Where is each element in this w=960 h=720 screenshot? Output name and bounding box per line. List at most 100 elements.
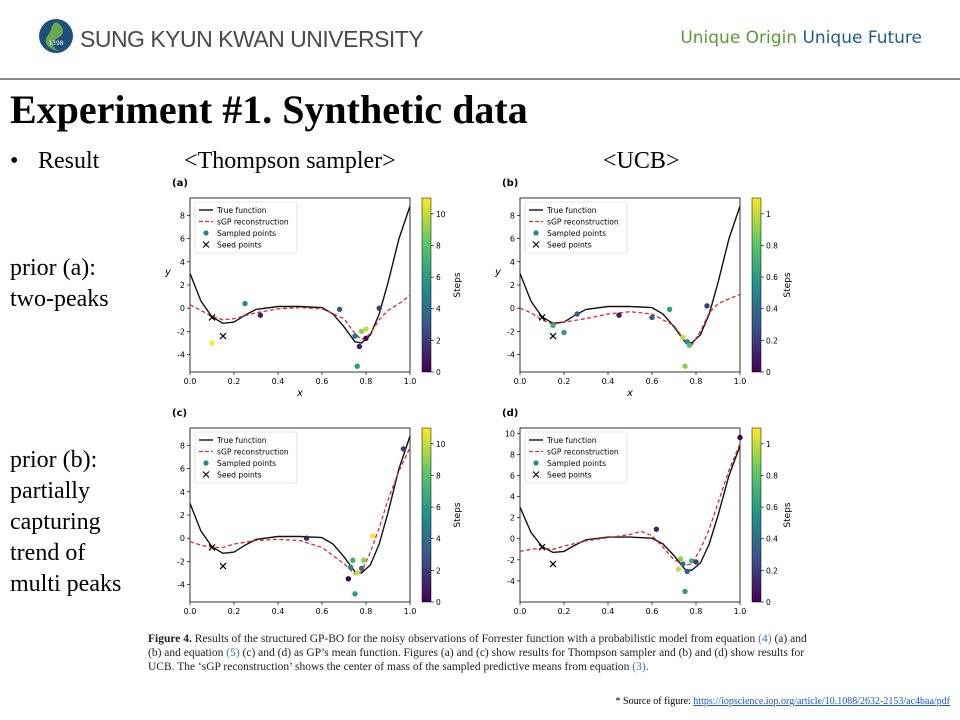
- university-name: SUNG KYUN KWAN UNIVERSITY: [80, 26, 424, 52]
- y-tick-label: 10: [505, 429, 515, 438]
- colorbar-tick-label: 4: [436, 535, 441, 544]
- sampled-point: [693, 559, 699, 565]
- colorbar-tick-label: 10: [436, 210, 446, 219]
- sampled-point: [616, 312, 622, 318]
- bullet-dot-icon: •: [10, 148, 19, 174]
- sampled-point: [257, 312, 264, 318]
- legend-entry: sGP reconstruction: [547, 448, 619, 457]
- equation-ref-link[interactable]: (3): [632, 661, 646, 673]
- x-tick-label: 0.0: [514, 607, 527, 616]
- true-function-line: [519, 445, 741, 572]
- sampled-point: [336, 306, 343, 313]
- equation-ref-link[interactable]: (4): [758, 633, 772, 645]
- y-tick-label: 8: [180, 211, 185, 220]
- row-label-line: prior (b):: [10, 447, 98, 473]
- sampled-point: [561, 329, 567, 336]
- chart-panel-c: (c) 0.0 0.2 0.4 0.6 0.8 1.0 -4 -2 0 2 4 6 8 True funct…: [160, 402, 490, 632]
- sampled-point: [361, 557, 367, 563]
- slogan: Unique Origin Unique Future: [680, 28, 922, 48]
- sampled-point: [209, 340, 215, 346]
- sampled-point: [352, 333, 358, 339]
- sampled-point: [677, 556, 684, 562]
- x-tick-label: 0.4: [272, 607, 285, 616]
- panel-label: (d): [502, 408, 518, 419]
- y-axis-label: y: [164, 267, 172, 278]
- sampled-point: [686, 342, 693, 349]
- legend-swatch-seed: [532, 471, 540, 478]
- legend-entry: True function: [546, 206, 597, 215]
- seed-point-stroke: [538, 543, 546, 551]
- seed-point: [538, 543, 546, 551]
- x-tick-label: 0.8: [690, 377, 703, 386]
- chart-b: (b) 0.0 0.2 0.4 0.6 0.8 1.0 -4 -2 0 2 4 6 8 x y True fun…: [494, 178, 793, 399]
- sampled-point: [675, 566, 682, 573]
- figure-source: * Source of figure: https://iopscience.i…: [616, 696, 950, 707]
- y-tick-label: 4: [180, 488, 185, 497]
- row-label-prior-b: prior (b): partially capturing trend of …: [10, 445, 121, 600]
- seed-point-stroke: [549, 560, 557, 568]
- legend-entry: Seed points: [547, 471, 592, 480]
- y-tick-label: -4: [177, 351, 185, 360]
- colorbar-tick-label: 0: [766, 598, 771, 607]
- legend-entry: Sampled points: [217, 459, 276, 468]
- sampled-point: [358, 565, 365, 572]
- x-tick-label: 0.6: [646, 607, 659, 616]
- legend-swatch-sampled: [533, 230, 539, 236]
- row-label-line: trend of: [10, 540, 86, 566]
- sampled-point: [350, 557, 356, 563]
- y-tick-label: -2: [177, 327, 185, 336]
- legend-entry: sGP reconstruction: [547, 218, 619, 227]
- legend-entry: Sampled points: [547, 459, 606, 468]
- seed-point: [219, 562, 227, 570]
- x-tick-label: 0.2: [558, 607, 571, 616]
- y-tick-label: 4: [180, 258, 185, 267]
- colorbar-tick-label: 0.2: [766, 566, 778, 575]
- row-label-prior-a: prior (a): two-peaks: [10, 253, 109, 315]
- x-tick-label: 0.8: [360, 607, 373, 616]
- x-tick-label: 0.6: [316, 377, 329, 386]
- seed-point: [538, 314, 546, 321]
- sgp-reconstruction-line: [519, 293, 741, 347]
- y-tick-label: 6: [180, 235, 185, 244]
- y-tick-label: 4: [510, 493, 515, 502]
- sampled-point: [347, 564, 354, 570]
- x-tick-label: 0.4: [602, 607, 615, 616]
- colorbar-tick-label: 1: [766, 210, 771, 219]
- seed-point: [219, 332, 227, 340]
- legend-entry: Seed points: [217, 241, 262, 250]
- y-tick-label: -2: [507, 327, 515, 336]
- sampled-point: [574, 311, 580, 317]
- source-link[interactable]: https://iopscience.iop.org/article/10.10…: [693, 696, 950, 707]
- colorbar-tick-label: 0.8: [766, 471, 778, 480]
- x-tick-label: 0.2: [228, 607, 241, 616]
- y-tick-label: 0: [510, 535, 515, 544]
- equation-ref-link[interactable]: (5): [226, 647, 240, 659]
- legend-box: [524, 431, 628, 484]
- colorbar-tick-label: 8: [436, 241, 441, 250]
- legend-entry: Sampled points: [217, 229, 276, 238]
- legend-swatch-seed: [202, 241, 210, 248]
- seed-point: [208, 544, 216, 551]
- x-tick-label: 0.0: [184, 607, 197, 616]
- chart-panel-b: (b) 0.0 0.2 0.4 0.6 0.8 1.0 -4 -2 0 2 4 6 8 x y True fun…: [490, 172, 820, 402]
- caption-text: (c) and (d) as GP’s mean function. Figur…: [148, 647, 805, 673]
- y-tick-label: 6: [510, 235, 515, 244]
- caption-text: (a) and (b) and equation: [148, 633, 807, 659]
- colorbar-tick-label: 4: [436, 305, 441, 314]
- sgp-reconstruction-line: [519, 443, 741, 566]
- sampled-point: [358, 328, 365, 335]
- seed-point-stroke: [208, 544, 216, 551]
- colorbar: [751, 427, 762, 603]
- y-tick-label: -2: [177, 557, 185, 566]
- sampled-point: [653, 526, 660, 532]
- colorbar: [421, 197, 432, 373]
- chart-a: (a) 0.0 0.2 0.4 0.6 0.8 1.0 -4 -2 0 2 4 6 8 x y True fun…: [164, 178, 463, 399]
- sampled-point: [376, 305, 382, 311]
- legend-box: [194, 431, 298, 484]
- legend-entry: True function: [216, 436, 267, 445]
- slide-header: 1398 SUNG KYUN KWAN UNIVERSITY Unique Or…: [0, 0, 960, 78]
- legend-swatch-sampled: [203, 230, 209, 236]
- sampled-point: [688, 558, 695, 564]
- legend-swatch-seed: [532, 241, 540, 248]
- x-axis-label: x: [296, 388, 303, 399]
